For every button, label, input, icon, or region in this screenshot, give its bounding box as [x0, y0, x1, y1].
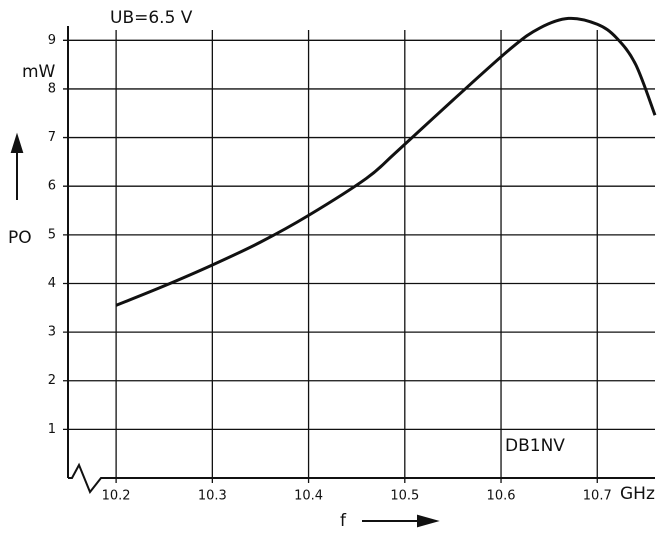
arrows — [10, 132, 440, 528]
y-tick-label: 2 — [48, 373, 56, 388]
x-tick-label: 10.3 — [198, 489, 227, 504]
x-tick-label: 10.7 — [583, 489, 612, 504]
chart-title: UB=6.5 V — [110, 8, 193, 28]
axis-break — [68, 462, 108, 494]
y-tick-label: 9 — [48, 33, 56, 48]
x-unit: GHz — [620, 484, 655, 504]
x-tick-label: 10.6 — [487, 489, 516, 504]
y-tick-label: 8 — [48, 81, 56, 96]
x-label: f — [340, 511, 347, 531]
y-label: PO — [8, 228, 32, 248]
x-tick-label: 10.4 — [294, 489, 323, 504]
y-tick-label: 5 — [48, 227, 56, 242]
y-tick-label: 7 — [48, 130, 56, 145]
x-tick-label: 10.5 — [390, 489, 419, 504]
y-tick-label: 6 — [48, 179, 56, 194]
y-tick-label: 4 — [48, 276, 56, 291]
y-tick-label: 1 — [48, 422, 56, 437]
data-line — [115, 16, 657, 307]
y-tick-label: 3 — [48, 325, 56, 340]
y-unit: mW — [22, 62, 56, 82]
x-tick-label: 10.2 — [102, 489, 131, 504]
annotation: DB1NV — [505, 436, 565, 456]
